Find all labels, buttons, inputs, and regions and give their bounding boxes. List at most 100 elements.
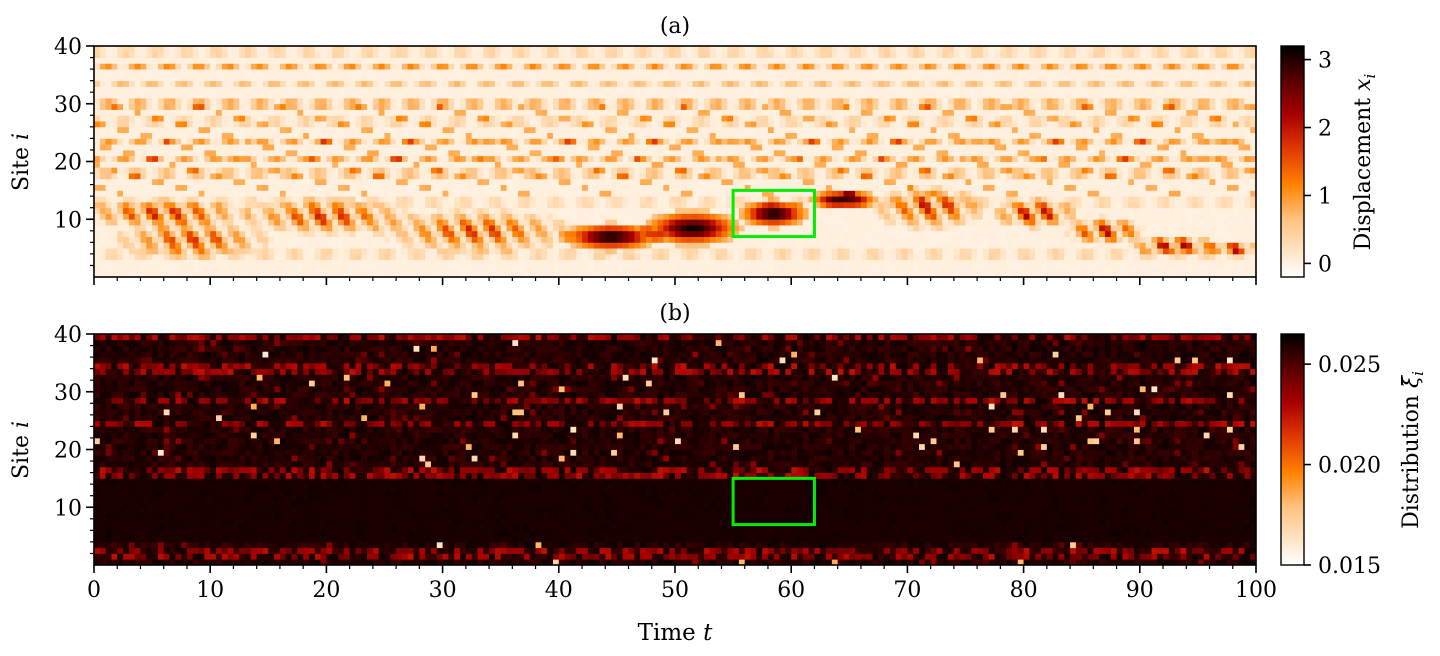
heatmap-a-cell <box>907 190 914 197</box>
heatmap-a-cell <box>1197 149 1205 157</box>
heatmap-a-cell <box>1186 190 1193 197</box>
heatmap-a-cell <box>831 167 839 174</box>
heatmap-a-cell <box>157 201 165 209</box>
heatmap-a-cell <box>384 253 391 261</box>
heatmap-a-cell <box>628 196 635 203</box>
heatmap-a-cell <box>599 242 606 249</box>
heatmap-a-cell <box>971 144 978 151</box>
heatmap-a-cell <box>1070 155 1077 162</box>
heatmap-a-cell <box>227 184 234 191</box>
heatmap-a-cell <box>936 201 943 209</box>
heatmap-a-cell <box>779 265 786 272</box>
heatmap-a-cell <box>779 236 786 243</box>
heatmap-a-cell <box>913 132 920 139</box>
heatmap-a-cell <box>843 196 850 203</box>
heatmap-a-cell <box>396 138 403 145</box>
heatmap-a-cell <box>1174 138 1181 145</box>
heatmap-a-cell <box>250 259 258 266</box>
heatmap-a-cell <box>930 253 937 261</box>
heatmap-a-cell <box>128 132 136 139</box>
heatmap-a-cell <box>919 253 926 261</box>
heatmap-a-cell <box>756 230 763 237</box>
heatmap-a-cell <box>128 219 136 226</box>
heatmap-a-cell <box>733 161 740 168</box>
heatmap-a-cell <box>779 138 786 145</box>
heatmap-a-cell <box>419 248 426 255</box>
heatmap-a-cell <box>651 155 658 162</box>
heatmap-a-cell <box>849 253 856 261</box>
heatmap-a-cell <box>390 184 397 191</box>
heatmap-a-cell <box>175 213 182 220</box>
heatmap-a-cell <box>1209 184 1216 191</box>
heatmap-a-cell <box>245 178 252 185</box>
heatmap-a-cell <box>425 248 432 255</box>
heatmap-a-cell <box>128 207 136 214</box>
heatmap-a-cell <box>285 219 292 226</box>
heatmap-a-cell <box>744 259 751 266</box>
heatmap-a-cell <box>442 173 449 180</box>
heatmap-a-cell <box>611 149 618 157</box>
heatmap-a-cell <box>1238 259 1245 266</box>
heatmap-a-cell <box>332 201 339 209</box>
heatmap-a-cell <box>1197 144 1205 151</box>
heatmap-a-cell <box>338 149 345 157</box>
heatmap-a-cell <box>105 213 112 220</box>
heatmap-a-cell <box>105 236 112 243</box>
heatmap-a-cell <box>1128 259 1135 266</box>
heatmap-a-cell <box>413 184 420 191</box>
heatmap-a-cell <box>1168 173 1176 180</box>
heatmap-a-cell <box>204 132 211 139</box>
heatmap-a-cell <box>105 138 112 145</box>
heatmap-a-cell <box>425 144 432 151</box>
heatmap-a-cell <box>279 207 287 214</box>
heatmap-a-cell <box>547 265 554 272</box>
heatmap-a-cell <box>721 173 728 180</box>
heatmap-a-cell <box>378 190 385 197</box>
heatmap-a-cell <box>587 219 595 226</box>
heatmap-a-cell <box>338 253 345 261</box>
heatmap-a-cell <box>541 196 548 203</box>
heatmap-a-cell <box>959 132 966 139</box>
heatmap-a-cell <box>523 144 531 151</box>
heatmap-a-cell <box>552 265 560 272</box>
heatmap-a-cell <box>367 225 374 232</box>
heatmap-a-cell <box>140 184 147 191</box>
heatmap-a-cell <box>529 213 536 220</box>
heatmap-a-cell <box>913 242 920 249</box>
heatmap-a-cell <box>953 196 961 203</box>
heatmap-a-cell <box>727 132 734 139</box>
heatmap-a-cell <box>1081 184 1088 191</box>
heatmap-a-cell <box>1110 144 1117 151</box>
heatmap-a-cell <box>657 230 664 237</box>
heatmap-a-cell <box>750 253 757 261</box>
heatmap-a-cell <box>855 196 862 203</box>
heatmap-a-cell <box>988 138 995 145</box>
heatmap-a-cell <box>570 201 577 209</box>
heatmap-a-cell <box>843 265 850 272</box>
heatmap-a-cell <box>802 144 810 151</box>
heatmap-a-cell <box>460 242 467 249</box>
heatmap-a-cell <box>326 259 333 266</box>
heatmap-a-cell <box>564 230 571 237</box>
heatmap-a-cell <box>611 173 618 180</box>
heatmap-a-cell <box>657 265 664 272</box>
heatmap-a-cell <box>826 248 833 255</box>
heatmap-a-cell <box>547 196 554 203</box>
heatmap-a-cell <box>1163 132 1170 139</box>
heatmap-a-cell <box>152 271 159 277</box>
heatmap-a-cell <box>680 265 688 272</box>
heatmap-a-cell <box>1116 132 1123 139</box>
heatmap-a-cell <box>564 259 571 266</box>
heatmap-a-cell <box>895 225 902 232</box>
heatmap-a-cell <box>152 167 159 174</box>
heatmap-a-cell <box>268 144 275 151</box>
heatmap-a-cell <box>680 149 688 157</box>
heatmap-a-cell <box>198 144 205 151</box>
heatmap-a-cell <box>1110 236 1117 243</box>
heatmap-a-cell <box>471 184 478 191</box>
heatmap-a-cell <box>117 265 124 272</box>
heatmap-a-cell <box>308 230 316 237</box>
heatmap-a-cell <box>1064 132 1071 139</box>
heatmap-a-cell <box>401 265 409 272</box>
heatmap-a-cell <box>483 253 490 261</box>
